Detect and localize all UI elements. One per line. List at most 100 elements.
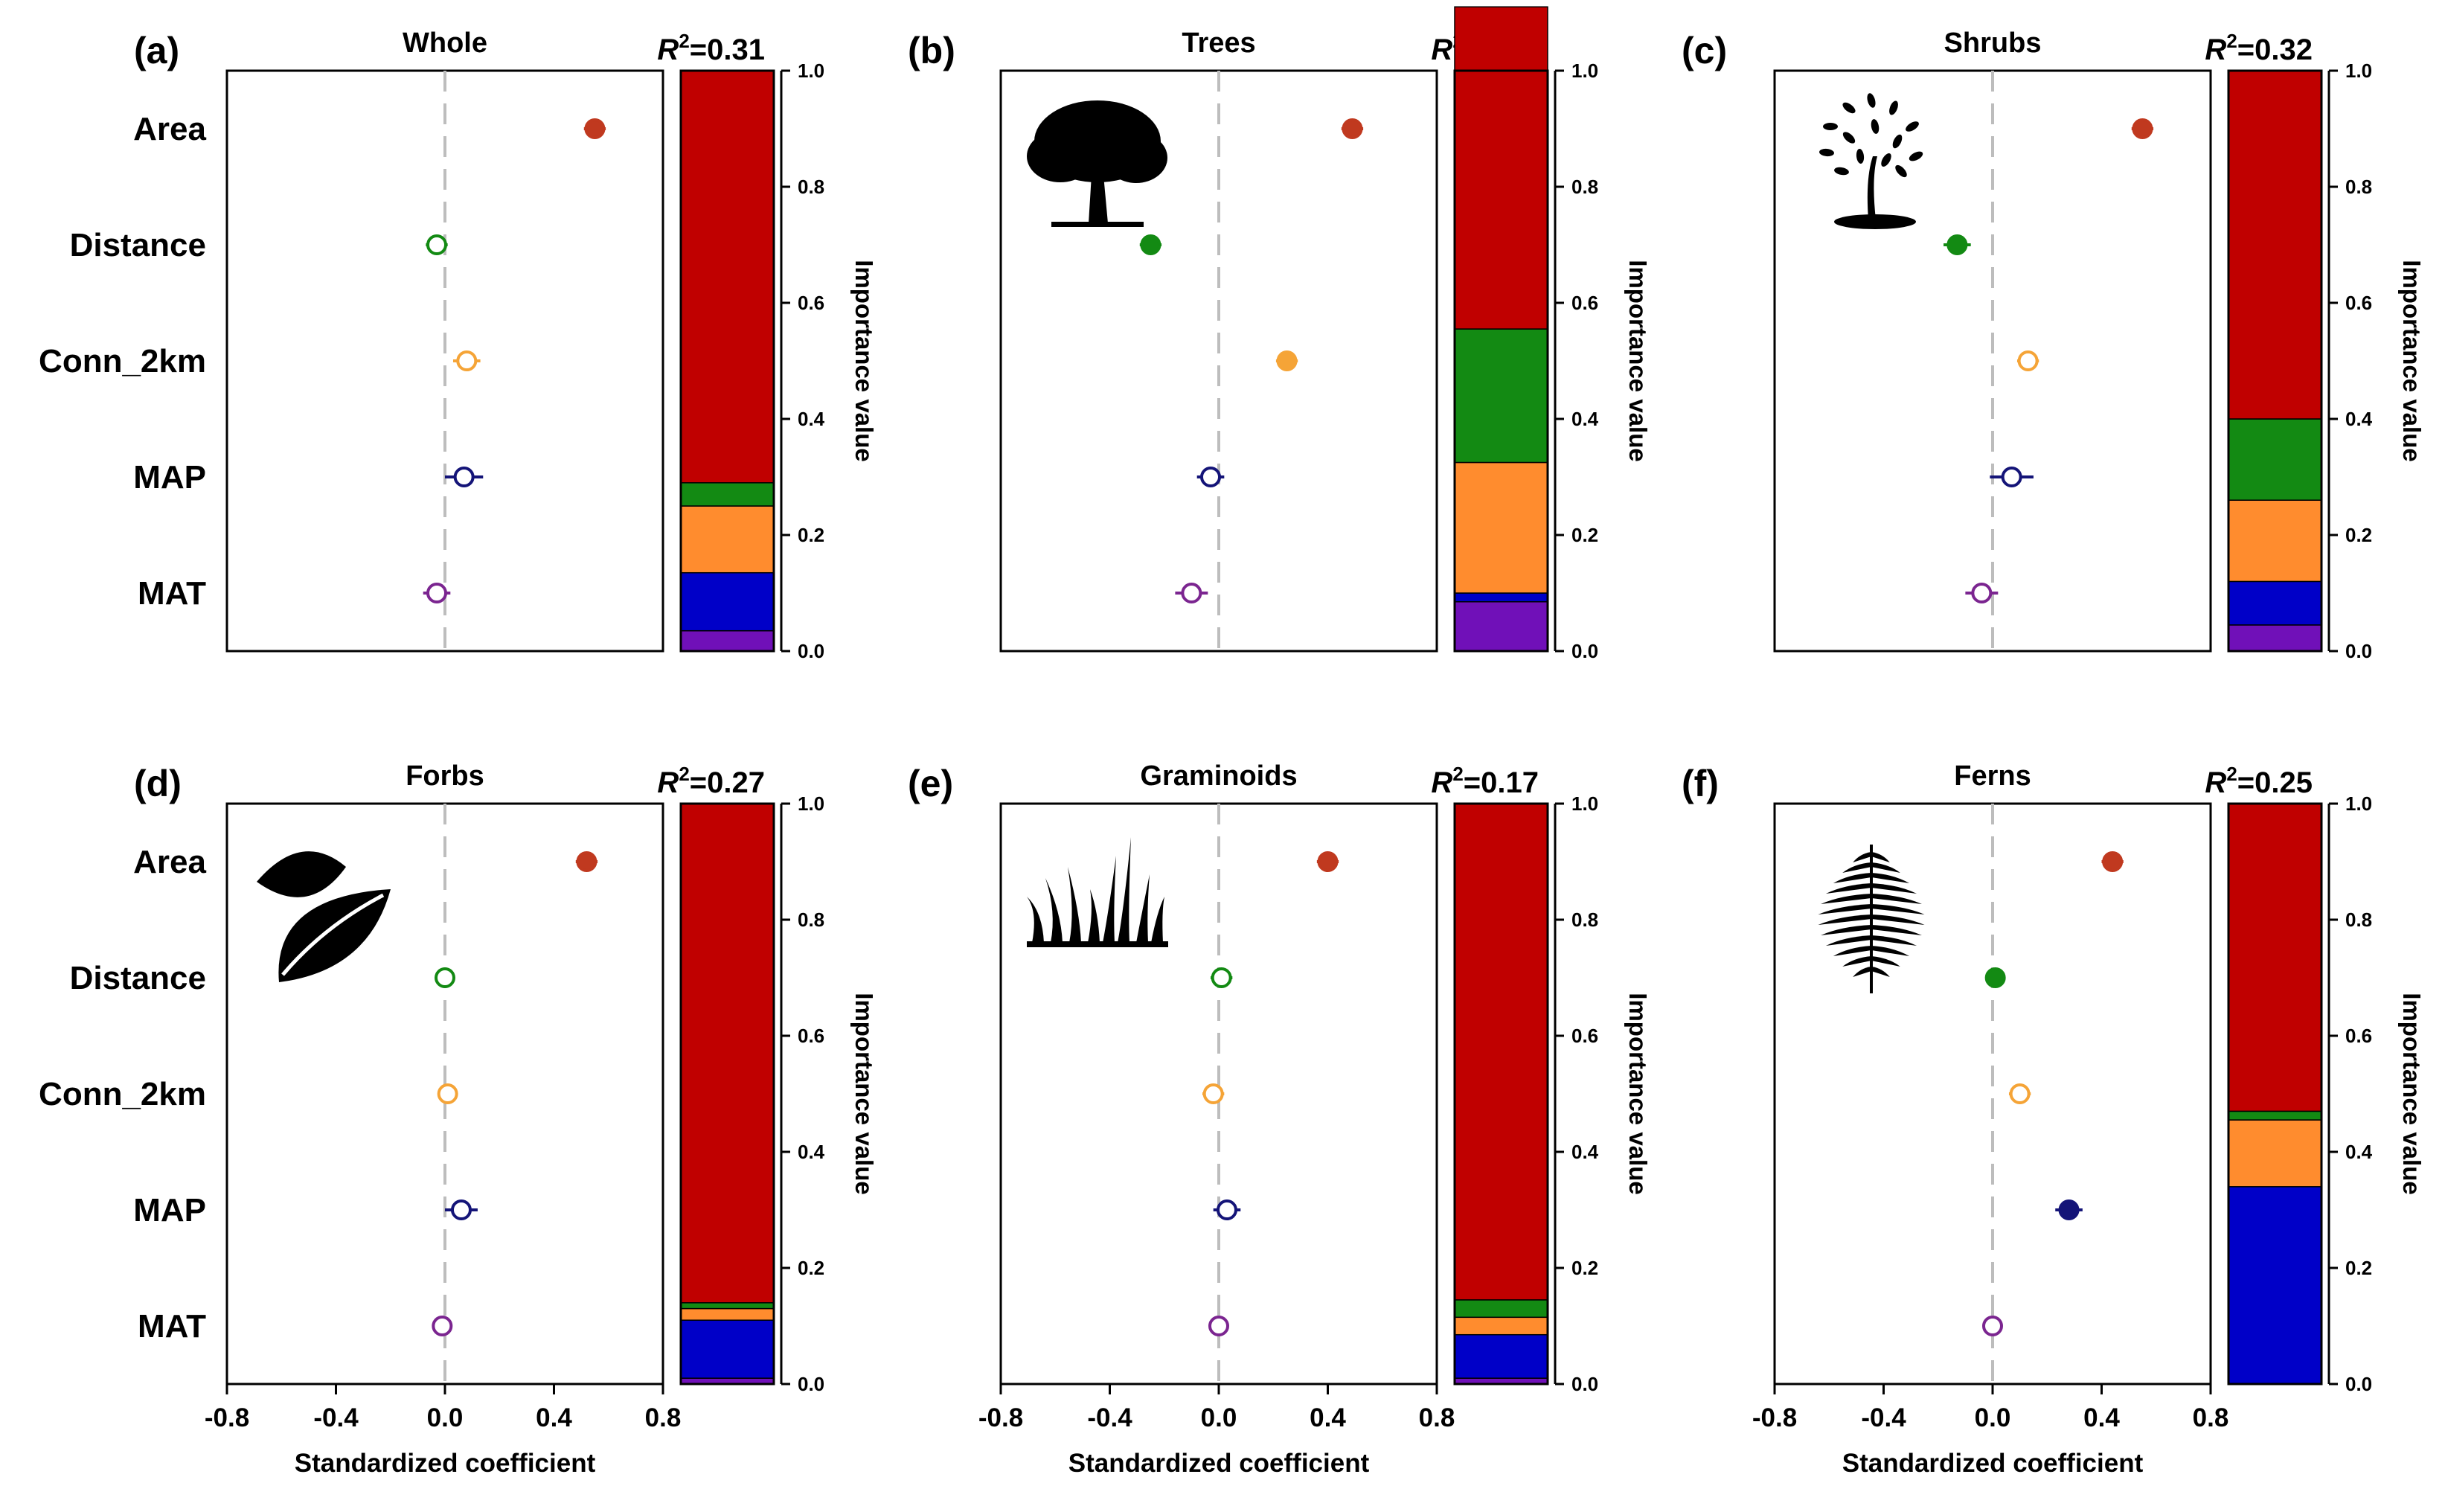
coefficient-point <box>2058 1199 2080 1220</box>
importance-axis-title: Importance value <box>850 993 878 1194</box>
fern-frond-right <box>1871 935 1917 946</box>
r-squared-value: =0.17 <box>1464 766 1539 799</box>
coefficient-point <box>1211 967 1232 988</box>
coefficient-point <box>1317 851 1339 872</box>
importance-tick-label: 0.4 <box>798 408 825 430</box>
variable-label: Distance <box>70 227 206 263</box>
importance-tick-label: 0.0 <box>1571 1373 1598 1395</box>
panel-letter: (d) <box>134 763 182 804</box>
importance-segment <box>680 70 775 484</box>
fern-frond-left <box>1853 967 1871 977</box>
importance-axis-title: Importance value <box>850 260 878 461</box>
importance-segment <box>680 505 775 574</box>
shrub-leaf <box>1906 121 1919 132</box>
tree-crown-right <box>1105 132 1167 183</box>
r-squared-superscript: 2 <box>679 763 689 785</box>
coefficient-point <box>1216 1199 1237 1220</box>
coefficient-point <box>1200 467 1222 487</box>
fern-frond-right <box>1871 862 1900 873</box>
grass-blade <box>1068 867 1081 943</box>
coefficient-point <box>2102 851 2124 872</box>
importance-segment <box>2228 70 2322 420</box>
importance-tick-label: 1.0 <box>2345 792 2372 815</box>
panel-f: (f) Ferns R2=0.25 -0.8 -0.4 0.0 0.4 0.8 Standard… <box>1682 760 2426 1478</box>
coefficient-point <box>426 234 448 255</box>
variable-label: MAP <box>133 459 206 496</box>
coefficient-point <box>1208 1316 1229 1336</box>
variable-label: MAP <box>133 1192 206 1228</box>
r-squared-label: R2=0.17 <box>1431 763 1539 799</box>
x-axis-title: Standardized coefficient <box>1068 1449 1370 1478</box>
importance-tick-label: 0.6 <box>1571 1025 1598 1047</box>
leaf-large <box>278 889 391 982</box>
fern-frond-left <box>1818 904 1871 914</box>
variable-label: MAT <box>138 1308 206 1345</box>
importance-tick-label: 0.6 <box>1571 292 1598 314</box>
panel-b: (b)TreesR2=0.340.00.20.40.60.81.0Importa… <box>908 6 1652 662</box>
fern-frond-left <box>1821 925 1871 935</box>
variable-label: MAT <box>138 575 206 612</box>
x-tick-label: 0.8 <box>645 1403 682 1432</box>
importance-segment <box>1454 1299 1548 1319</box>
shrub-leaf <box>1909 151 1923 161</box>
panel-d: (d) Forbs R2=0.27 Area Distance Conn_2km MAP MA… <box>39 760 878 1478</box>
r-squared-value: =0.32 <box>2237 33 2313 66</box>
coefficient-point <box>435 967 455 988</box>
importance-tick-label: 0.2 <box>2345 524 2372 546</box>
fern-frond-right <box>1871 883 1917 894</box>
importance-axis-title: Importance value <box>2398 260 2426 461</box>
shrub-leaf <box>1834 167 1849 176</box>
r-squared-symbol: R <box>1431 766 1452 799</box>
importance-segment <box>1454 600 1548 652</box>
leaf-small <box>257 851 346 897</box>
shrub-leaf <box>1856 149 1865 164</box>
fern-frond-right <box>1871 967 1890 977</box>
x-tick-label: 0.8 <box>2193 1403 2229 1432</box>
fern-frond-right <box>1871 956 1900 967</box>
r-squared-superscript: 2 <box>679 30 689 52</box>
x-tick-label: -0.4 <box>1861 1403 1906 1432</box>
r-squared-symbol: R <box>2205 766 2226 799</box>
panel-letter: (b) <box>908 30 955 71</box>
importance-segment <box>2228 418 2322 501</box>
x-axis-title: Standardized coefficient <box>295 1449 596 1478</box>
fern-frond-right <box>1871 946 1910 956</box>
shrub-icon <box>1819 93 1923 229</box>
coefficient-point <box>450 1199 472 1220</box>
panel-letter: (a) <box>134 30 179 71</box>
fern-frond-left <box>1818 914 1871 925</box>
fern-frond-left <box>1833 873 1871 883</box>
fern-frond-left <box>1842 956 1871 967</box>
importance-tick-label: 0.0 <box>2345 640 2372 662</box>
fern-frond-left <box>1842 862 1871 873</box>
grass-ground <box>1027 941 1168 947</box>
importance-tick-label: 0.8 <box>1571 176 1598 198</box>
importance-bar-frame <box>1453 69 1549 653</box>
tree-crown-left <box>1027 130 1094 182</box>
importance-tick-label: 0.8 <box>1571 909 1598 931</box>
variable-label: Distance <box>70 960 206 996</box>
importance-tick-label: 0.8 <box>2345 176 2372 198</box>
importance-segment <box>2228 624 2322 652</box>
panel-e: (e) Graminoids R2=0.17 -0.8 -0.4 0.0 0.4 0.8 Sta… <box>908 760 1652 1478</box>
panel-title: Graminoids <box>1140 760 1297 792</box>
fern-frond-right <box>1871 925 1922 935</box>
r-squared-superscript: 2 <box>2226 30 2237 52</box>
panel-title: Whole <box>403 28 487 59</box>
importance-segment <box>2228 499 2322 583</box>
importance-tick-label: 0.0 <box>2345 1373 2372 1395</box>
coefficient-point <box>437 1083 458 1104</box>
r-squared-label: R2=0.25 <box>2205 763 2313 799</box>
coefficient-point <box>453 467 475 487</box>
importance-tick-label: 0.6 <box>2345 292 2372 314</box>
importance-segment <box>1454 6 1548 330</box>
shrub-leaf <box>1889 100 1898 115</box>
x-axis-title: Standardized coefficient <box>1842 1449 2144 1478</box>
panel-title: Forbs <box>406 760 484 792</box>
importance-segment <box>2228 1119 2322 1188</box>
x-tick-label: 0.4 <box>536 1403 572 1432</box>
coefficient-point <box>1202 1083 1224 1104</box>
importance-tick-label: 0.2 <box>798 1257 824 1279</box>
importance-tick-label: 0.4 <box>1571 408 1599 430</box>
importance-tick-label: 0.4 <box>2345 408 2373 430</box>
